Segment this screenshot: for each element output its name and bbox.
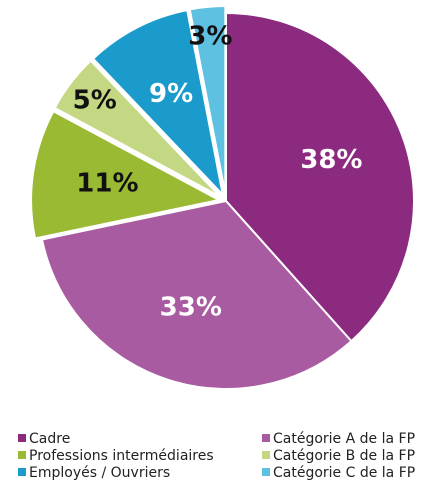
value-label: 5%: [73, 86, 117, 116]
value-label: 9%: [149, 79, 193, 109]
legend-swatch: [18, 468, 26, 476]
value-label: 33%: [160, 293, 222, 323]
legend-swatch: [18, 451, 26, 459]
pie-slice: [40, 199, 353, 390]
pie-slice: [91, 9, 225, 198]
pie-slice: [188, 5, 227, 195]
legend-label: Professions intermédiaires: [29, 448, 214, 464]
pie-slice: [225, 11, 415, 343]
value-label: 3%: [188, 21, 232, 51]
legend-swatch: [18, 434, 26, 442]
legend-label: Catégorie B de la FP: [273, 448, 415, 464]
legend-label: Catégorie C de la FP: [273, 465, 415, 481]
legend-swatch: [262, 468, 270, 476]
value-label: 11%: [76, 168, 138, 198]
legend-swatch: [262, 451, 270, 459]
pie-slice: [30, 109, 222, 240]
pie-slice: [53, 59, 222, 198]
legend-label: Catégorie A de la FP: [273, 431, 415, 447]
legend-label: Employés / Ouvriers: [29, 465, 170, 481]
value-label: 38%: [300, 145, 362, 175]
legend-label: Cadre: [29, 431, 70, 447]
legend-swatch: [262, 434, 270, 442]
